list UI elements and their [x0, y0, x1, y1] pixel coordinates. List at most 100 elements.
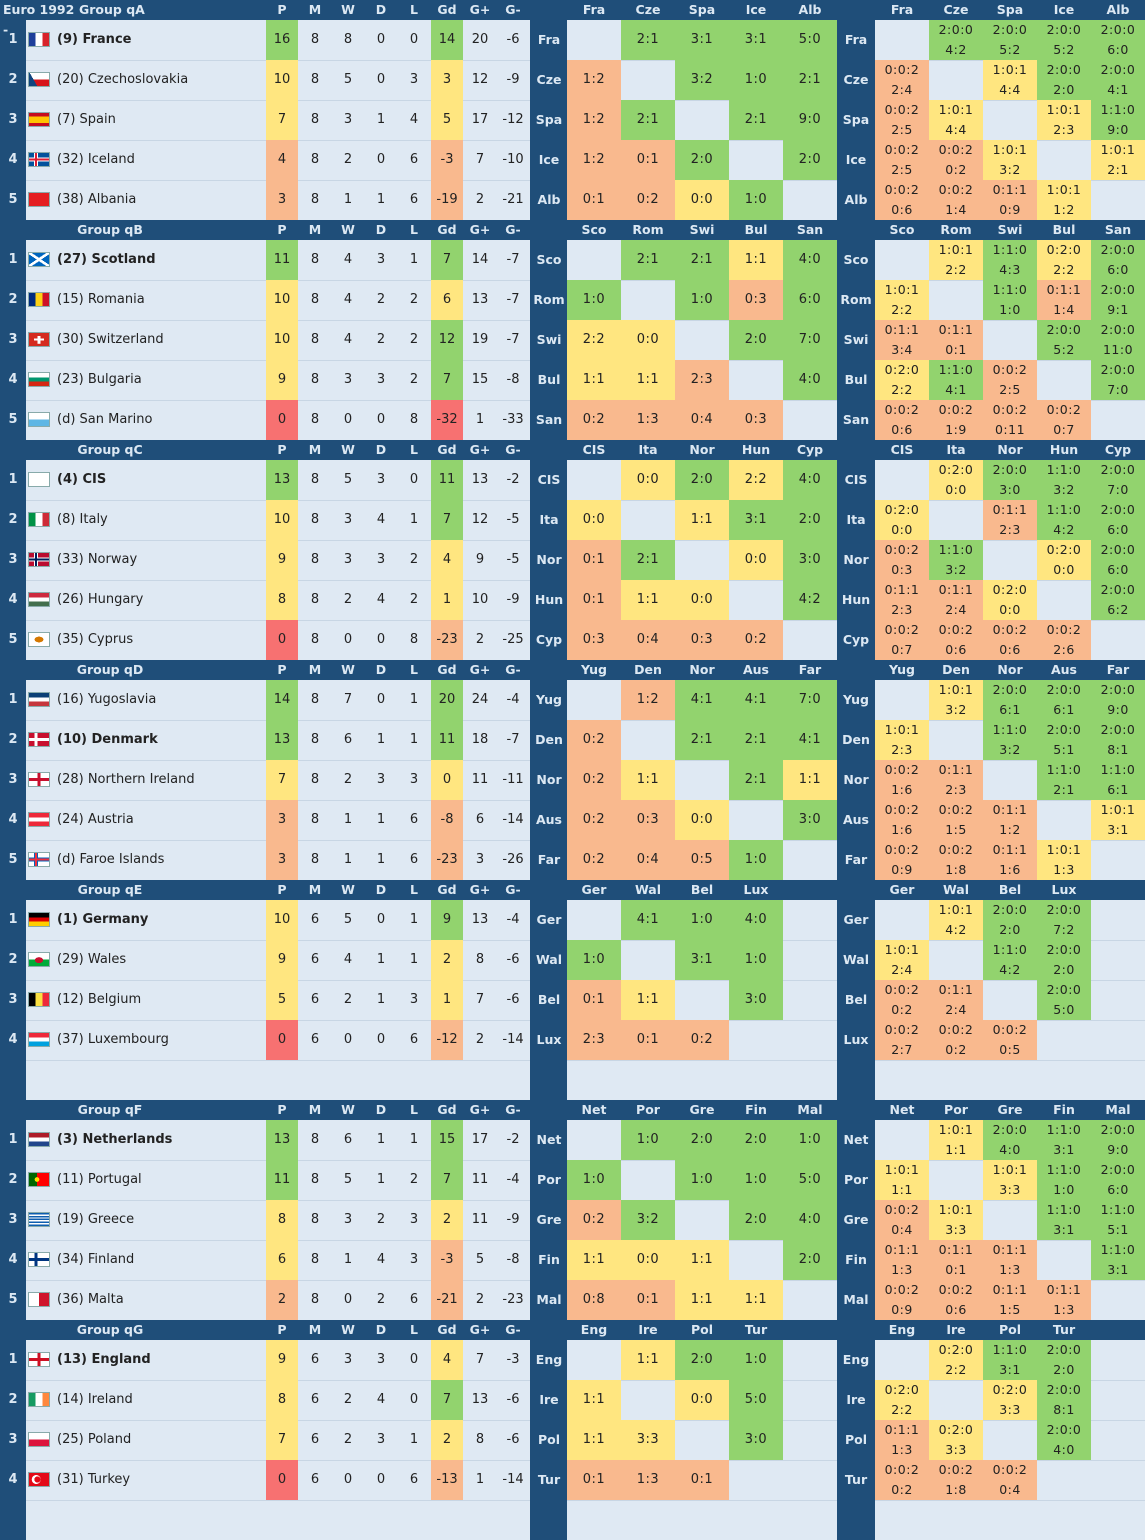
team-name[interactable]: (9) France	[57, 32, 132, 47]
match-score[interactable]: 1:2	[567, 140, 621, 180]
record-cell[interactable]: 1:0:1 3:2	[983, 140, 1037, 180]
match-score[interactable]: 1:0	[675, 280, 729, 320]
match-score[interactable]: 4:1	[783, 720, 837, 760]
team-name[interactable]: (d) Faroe Islands	[57, 852, 165, 867]
record-cell[interactable]: 0:2:0 0:0	[929, 460, 983, 500]
record-cell[interactable]: 1:0:1 2:1	[1091, 140, 1145, 180]
match-score[interactable]: 1:1	[567, 360, 621, 400]
match-score[interactable]: 0:2	[567, 1200, 621, 1240]
team-name[interactable]: (25) Poland	[57, 1432, 132, 1447]
record-cell[interactable]: 0:0:2 0:7	[1037, 400, 1091, 440]
record-cell[interactable]: 2:0:0 6:0	[1091, 20, 1145, 60]
record-cell[interactable]: 0:1:1 2:4	[929, 580, 983, 620]
match-score[interactable]: 2:1	[729, 100, 783, 140]
record-cell[interactable]: 0:0:2 0:11	[983, 400, 1037, 440]
match-score[interactable]: 1:1	[675, 500, 729, 540]
record-cell[interactable]: 2:0:0 7:2	[1037, 900, 1091, 940]
match-score[interactable]: 2:2	[729, 460, 783, 500]
record-cell[interactable]: 0:0:2 2:5	[983, 360, 1037, 400]
team-name[interactable]: (15) Romania	[57, 292, 145, 307]
record-cell[interactable]: 1:1:0 9:0	[1091, 100, 1145, 140]
record-cell[interactable]: 2:0:0 9:1	[1091, 280, 1145, 320]
match-score[interactable]: 2:1	[621, 20, 675, 60]
record-cell[interactable]: 2:0:0 7:0	[1091, 460, 1145, 500]
match-score[interactable]: 1:1	[675, 1280, 729, 1320]
record-cell[interactable]: 2:0:0 6:1	[983, 680, 1037, 720]
record-cell[interactable]: 0:2:0 0:0	[875, 500, 929, 540]
match-score[interactable]: 2:0	[783, 500, 837, 540]
match-score[interactable]: 0:2	[675, 1020, 729, 1060]
match-score[interactable]: 0:0	[567, 500, 621, 540]
record-cell[interactable]: 0:1:1 1:3	[1037, 1280, 1091, 1320]
match-score[interactable]: 1:1	[567, 1240, 621, 1280]
record-cell[interactable]: 0:2:0 3:3	[983, 1380, 1037, 1420]
team-name[interactable]: (28) Northern Ireland	[57, 772, 195, 787]
team-name[interactable]: (7) Spain	[57, 112, 116, 127]
match-score[interactable]: 1:0	[621, 1120, 675, 1160]
match-score[interactable]: 5:0	[783, 20, 837, 60]
match-score[interactable]: 0:2	[567, 840, 621, 880]
match-score[interactable]: 1:0	[729, 1340, 783, 1380]
match-score[interactable]: 1:1	[729, 1280, 783, 1320]
match-score[interactable]: 0:1	[621, 1280, 675, 1320]
record-cell[interactable]: 0:0:2 1:4	[929, 180, 983, 220]
team-name[interactable]: (11) Portugal	[57, 1172, 142, 1187]
record-cell[interactable]: 1:0:1 4:4	[929, 100, 983, 140]
team-name[interactable]: (3) Netherlands	[57, 1132, 173, 1147]
team-name[interactable]: (13) England	[57, 1352, 151, 1367]
match-score[interactable]: 2:1	[621, 240, 675, 280]
record-cell[interactable]: 1:1:0 1:0	[983, 280, 1037, 320]
match-score[interactable]: 2:1	[621, 540, 675, 580]
match-score[interactable]: 1:0	[675, 900, 729, 940]
record-cell[interactable]: 1:1:0 4:2	[1037, 500, 1091, 540]
match-score[interactable]: 0:8	[567, 1280, 621, 1320]
match-score[interactable]: 2:0	[675, 1120, 729, 1160]
record-cell[interactable]: 1:0:1 1:1	[929, 1120, 983, 1160]
record-cell[interactable]: 0:1:1 2:4	[929, 980, 983, 1020]
record-cell[interactable]: 0:2:0 0:0	[1037, 540, 1091, 580]
record-cell[interactable]: 0:2:0 0:0	[983, 580, 1037, 620]
record-cell[interactable]: 0:0:2 0:6	[929, 620, 983, 660]
record-cell[interactable]: 0:0:2 0:3	[875, 540, 929, 580]
record-cell[interactable]: 2:0:0 6:0	[1091, 500, 1145, 540]
match-score[interactable]: 3:2	[621, 1200, 675, 1240]
record-cell[interactable]: 2:0:0 8:1	[1037, 1380, 1091, 1420]
record-cell[interactable]: 1:0:1 1:3	[1037, 840, 1091, 880]
record-cell[interactable]: 0:2:0 2:2	[875, 1380, 929, 1420]
record-cell[interactable]: 1:1:0 6:1	[1091, 760, 1145, 800]
match-score[interactable]: 1:3	[621, 1460, 675, 1500]
record-cell[interactable]: 0:0:2 2:7	[875, 1020, 929, 1060]
record-cell[interactable]: 1:1:0 4:2	[983, 940, 1037, 980]
team-name[interactable]: (12) Belgium	[57, 992, 142, 1007]
match-score[interactable]: 0:2	[729, 620, 783, 660]
record-cell[interactable]: 2:0:0 6:0	[1091, 240, 1145, 280]
record-cell[interactable]: 0:0:2 2:5	[875, 100, 929, 140]
match-score[interactable]: 1:1	[567, 1380, 621, 1420]
match-score[interactable]: 2:0	[675, 140, 729, 180]
record-cell[interactable]: 1:1:0 3:2	[983, 720, 1037, 760]
record-cell[interactable]: 1:1:0 5:1	[1091, 1200, 1145, 1240]
record-cell[interactable]: 0:0:2 0:2	[875, 980, 929, 1020]
match-score[interactable]: 3:2	[675, 60, 729, 100]
record-cell[interactable]: 0:0:2 1:8	[929, 1460, 983, 1500]
record-cell[interactable]: 0:1:1 0:1	[929, 1240, 983, 1280]
match-score[interactable]: 1:1	[621, 580, 675, 620]
match-score[interactable]: 0:2	[567, 760, 621, 800]
match-score[interactable]: 1:1	[621, 760, 675, 800]
match-score[interactable]: 2:1	[621, 100, 675, 140]
match-score[interactable]: 2:0	[783, 1240, 837, 1280]
record-cell[interactable]: 1:0:1 2:2	[929, 240, 983, 280]
team-name[interactable]: (32) Iceland	[57, 152, 135, 167]
record-cell[interactable]: 0:2:0 2:2	[929, 1340, 983, 1380]
match-score[interactable]: 0:4	[621, 620, 675, 660]
team-name[interactable]: (36) Malta	[57, 1292, 124, 1307]
match-score[interactable]: 1:0	[675, 1160, 729, 1200]
match-score[interactable]: 0:4	[675, 400, 729, 440]
record-cell[interactable]: 1:0:1 3:2	[929, 680, 983, 720]
match-score[interactable]: 3:0	[783, 540, 837, 580]
team-name[interactable]: (20) Czechoslovakia	[57, 72, 189, 87]
team-name[interactable]: (27) Scotland	[57, 252, 156, 267]
match-score[interactable]: 1:1	[729, 240, 783, 280]
match-score[interactable]: 2:1	[783, 60, 837, 100]
record-cell[interactable]: 0:0:2 2:5	[875, 140, 929, 180]
